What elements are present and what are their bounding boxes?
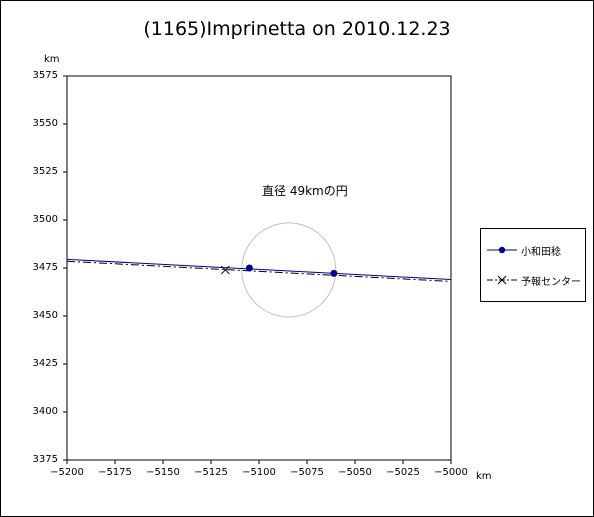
observer-chord-line — [66, 258, 452, 281]
x-tick-label: −5025 — [386, 467, 420, 478]
x-tick-label: −5150 — [146, 467, 180, 478]
x-tick-label: −5075 — [290, 467, 324, 478]
prediction-cross-marker — [221, 265, 230, 275]
diameter-circle — [241, 222, 337, 318]
x-tick-label: −5200 — [50, 467, 84, 478]
x-axis-label: km — [476, 471, 492, 482]
legend: 小和田稔 予報センター — [480, 228, 586, 302]
legend-item: 小和田稔 — [487, 243, 561, 258]
x-tick-label: −5175 — [98, 467, 132, 478]
legend-label: 小和田稔 — [521, 246, 561, 258]
y-tick-label: 3425 — [32, 358, 58, 369]
prediction-line — [66, 260, 452, 282]
observer-point — [330, 269, 338, 277]
observer-points — [245, 264, 338, 277]
y-tick-label: 3400 — [32, 406, 58, 417]
y-tick-label: 3475 — [32, 262, 58, 273]
y-tick-label: 3500 — [32, 214, 58, 225]
circle-annotation: 直径 49kmの円 — [262, 184, 348, 198]
legend-cross-marker-icon — [487, 275, 517, 285]
y-tick-label: 3575 — [32, 70, 58, 81]
x-tick-label: −5125 — [194, 467, 228, 478]
legend-line-marker-icon — [487, 246, 517, 254]
y-tick-label: 3450 — [32, 310, 58, 321]
y-tick-label: 3375 — [32, 454, 58, 465]
x-tick-label: −5000 — [434, 467, 468, 478]
x-tick-label: −5050 — [338, 467, 372, 478]
y-tick-label: 3525 — [32, 166, 58, 177]
legend-label: 予報センター — [521, 276, 581, 288]
legend-item: 予報センター — [487, 273, 581, 288]
observer-point — [245, 264, 253, 272]
x-tick-label: −5100 — [242, 467, 276, 478]
plot-border — [66, 75, 452, 461]
y-tick-label: 3550 — [32, 118, 58, 129]
y-axis-label: km — [44, 54, 60, 65]
axis-ticks — [63, 75, 452, 464]
chart-title: (1165)Imprinetta on 2010.12.23 — [143, 18, 451, 40]
prediction-points — [221, 265, 230, 275]
